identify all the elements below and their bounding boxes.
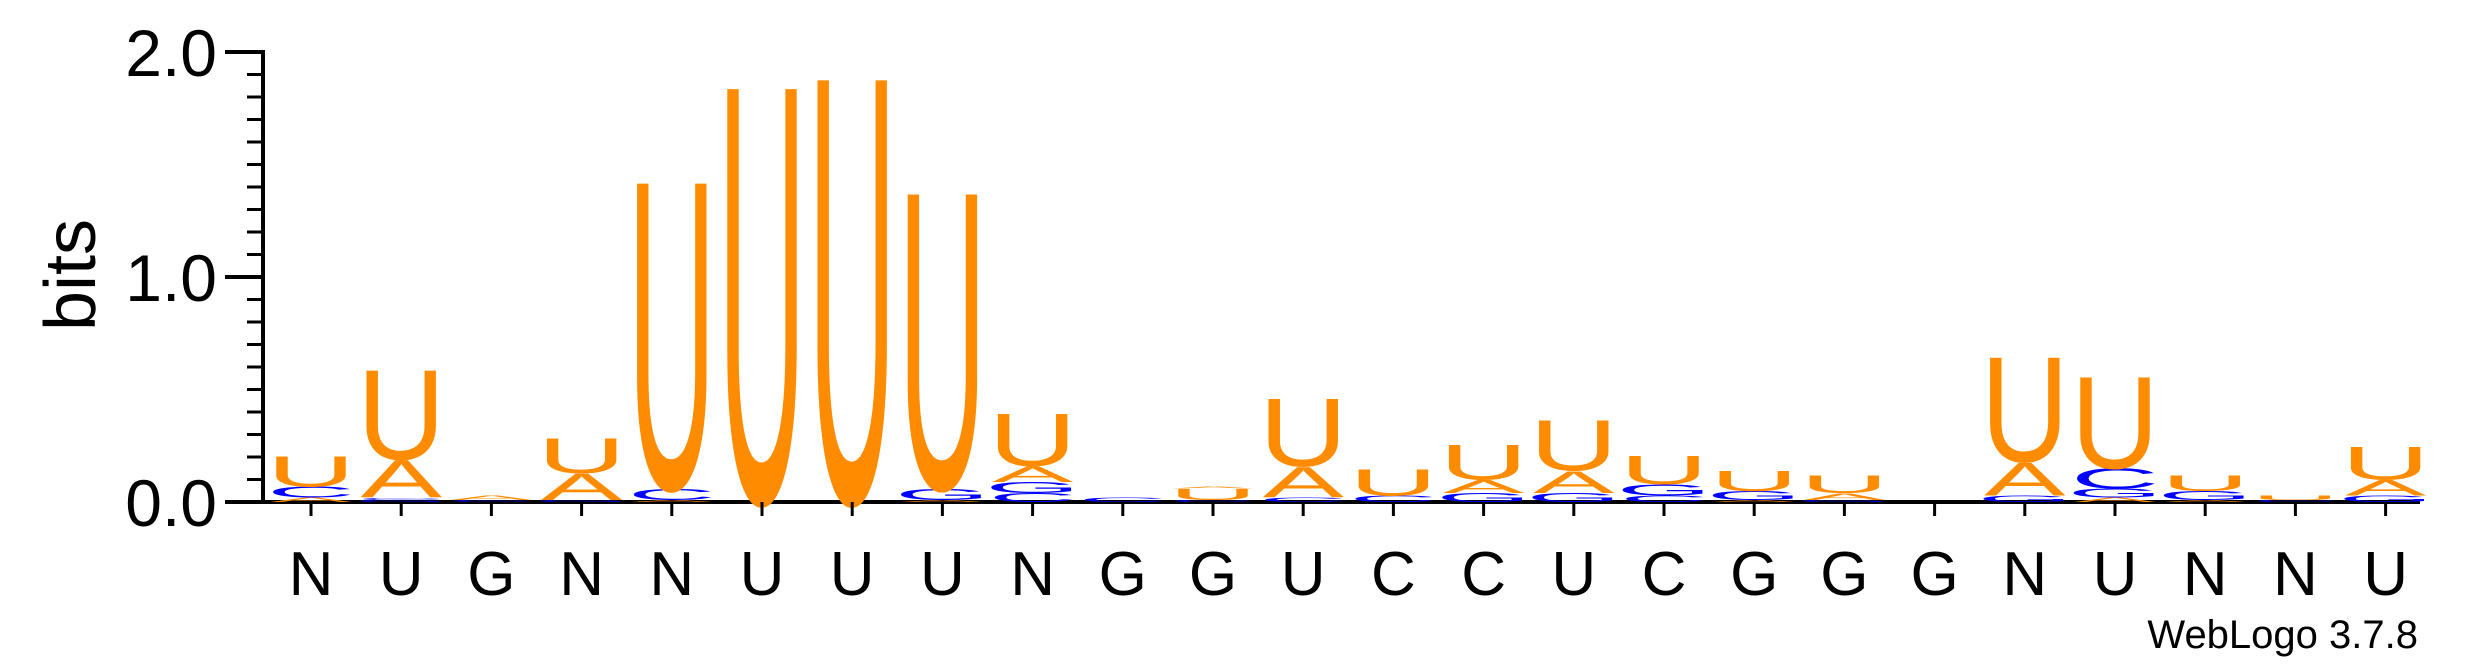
logo-letter-a: A bbox=[1172, 486, 1254, 489]
x-tick-label: U bbox=[740, 540, 785, 609]
x-tick-label: N bbox=[2183, 540, 2228, 609]
logo-letter-a: A bbox=[631, 499, 713, 502]
logo-letter-a: A bbox=[451, 494, 533, 501]
logo-letter-c: C bbox=[1259, 496, 1347, 503]
y-tick-label: 2.0 bbox=[125, 16, 217, 90]
logo-letter-c: C bbox=[357, 497, 445, 500]
logo-letter-a: A bbox=[270, 496, 352, 503]
x-tick-label: N bbox=[1010, 540, 1055, 609]
logo-letter-u: U bbox=[1530, 406, 1618, 487]
x-tick-label: C bbox=[1642, 540, 1687, 609]
logo-letter-c: C bbox=[2071, 463, 2159, 495]
x-tick-label: C bbox=[1371, 540, 1416, 609]
logo-letter-a: A bbox=[541, 466, 623, 508]
logo-letter-u: U bbox=[1439, 434, 1527, 490]
logo-letter-g: G bbox=[1436, 491, 1531, 505]
logo-letter-a: A bbox=[902, 499, 984, 502]
logo-letter-a: A bbox=[992, 462, 1074, 487]
logo-letter-c: C bbox=[988, 491, 1076, 505]
logo-letter-g: G bbox=[985, 479, 1080, 496]
logo-letter-u: U bbox=[357, 342, 445, 487]
logo-letter-g: G bbox=[1797, 499, 1892, 502]
x-tick-label: N bbox=[2002, 540, 2047, 609]
logo-letter-g: G bbox=[1616, 481, 1711, 498]
logo-letter-g: G bbox=[534, 499, 629, 502]
logo-letter-u: U bbox=[628, 88, 716, 583]
x-tick-label: C bbox=[1461, 540, 1506, 609]
logo-letter-u: U bbox=[898, 101, 986, 580]
logo-letter-a: A bbox=[1443, 476, 1525, 497]
logo-letter-g: G bbox=[2338, 494, 2433, 504]
logo-letter-u: U bbox=[2341, 437, 2429, 490]
logo-letter-u: U bbox=[1981, 326, 2069, 494]
logo-letter-c: C bbox=[1349, 494, 1437, 504]
logo-letter-g: G bbox=[1707, 488, 1802, 502]
x-tick-label: G bbox=[1910, 540, 1958, 609]
weblogo-watermark: WebLogo 3.7.8 bbox=[2147, 613, 2418, 657]
logo-letter-u: U bbox=[1169, 486, 1257, 503]
y-tick-label: 1.0 bbox=[125, 241, 217, 315]
logo-letter-u: U bbox=[2161, 471, 2249, 496]
x-tick-label: U bbox=[1551, 540, 1596, 609]
logo-letter-g: G bbox=[2158, 488, 2253, 502]
x-tick-label: G bbox=[1820, 540, 1868, 609]
x-tick-label: U bbox=[830, 540, 875, 609]
x-tick-label: N bbox=[2273, 540, 2318, 609]
logo-letter-a: A bbox=[1262, 458, 1344, 507]
logo-letter-c: C bbox=[447, 499, 535, 502]
x-tick-label: U bbox=[2093, 540, 2138, 609]
logo-letter-c: C bbox=[1620, 494, 1708, 504]
y-axis: 0.0 1.0 2.0 bbox=[125, 16, 2420, 540]
x-tick-label: N bbox=[289, 540, 334, 609]
x-tick-label: U bbox=[920, 540, 965, 609]
logo-letter-a: A bbox=[360, 449, 442, 508]
logo-letter-u: U bbox=[267, 447, 355, 496]
logo-letter-a: A bbox=[2164, 499, 2246, 502]
logo-letter-g: G bbox=[1977, 494, 2072, 504]
logo-letter-c: C bbox=[2251, 499, 2339, 502]
logo-letter-a: A bbox=[1984, 453, 2066, 506]
x-tick-label: G bbox=[467, 540, 515, 609]
logo-letter-u: U bbox=[808, 0, 896, 632]
logo-letter-a: A bbox=[1533, 464, 1615, 499]
logo-letter-u: U bbox=[718, 0, 806, 629]
logo-letter-c: C bbox=[628, 486, 716, 503]
x-tick-label: N bbox=[649, 540, 694, 609]
logo-letter-c: C bbox=[267, 483, 355, 500]
logo-letter-u: U bbox=[1620, 448, 1708, 493]
logo-letter-u: U bbox=[537, 427, 625, 483]
logo-letter-u: U bbox=[2251, 494, 2339, 501]
y-axis-label: bits bbox=[31, 219, 111, 331]
x-tick-label: G bbox=[1730, 540, 1778, 609]
logo-letter-u: U bbox=[988, 398, 1076, 483]
logo-letter-a: A bbox=[2074, 496, 2156, 503]
logo-letter-c: C bbox=[1169, 499, 1257, 502]
x-tick-label: N bbox=[559, 540, 604, 609]
y-tick-label: 0.0 bbox=[125, 466, 217, 540]
logo-letter-u: U bbox=[1349, 461, 1437, 503]
logo-letter-g: G bbox=[1526, 491, 1621, 505]
logo-letter-a: A bbox=[2345, 475, 2427, 500]
logo-letter-u: U bbox=[2071, 349, 2159, 496]
logo-letter-u: U bbox=[1710, 465, 1798, 497]
logo-letter-c: C bbox=[1079, 496, 1167, 503]
logo-letter-u: U bbox=[1800, 470, 1888, 498]
logo-letter-a: A bbox=[1713, 499, 1795, 502]
logo-letter-g: G bbox=[2067, 486, 2162, 500]
logo-letter-u: U bbox=[1259, 379, 1347, 487]
logo-letter-a: A bbox=[1804, 491, 1886, 501]
logo-letter-g: G bbox=[354, 499, 449, 502]
x-tick-label: U bbox=[379, 540, 424, 609]
logo-letter-g: G bbox=[895, 486, 990, 503]
x-tick-label: U bbox=[2363, 540, 2408, 609]
x-tick-label: G bbox=[1099, 540, 1147, 609]
x-tick-label: G bbox=[1189, 540, 1237, 609]
x-tick-label: U bbox=[1281, 540, 1326, 609]
